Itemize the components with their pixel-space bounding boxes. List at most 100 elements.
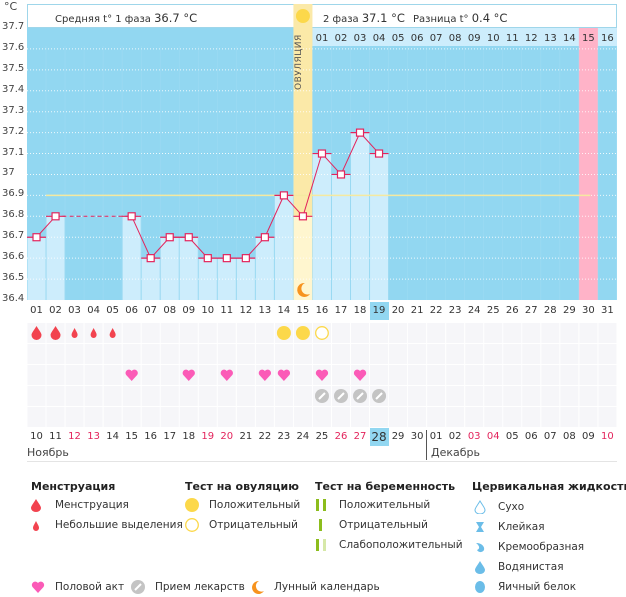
marker-cell <box>560 386 579 406</box>
marker-cell <box>331 323 351 343</box>
calendar-date[interactable]: 11 <box>49 431 62 442</box>
cycle-day-label[interactable]: 03 <box>68 305 81 316</box>
cycle-day-label[interactable]: 11 <box>220 305 234 316</box>
calendar-date[interactable]: 14 <box>106 431 119 442</box>
calendar-date[interactable]: 29 <box>391 431 405 442</box>
temperature-point <box>260 233 269 242</box>
marker-cell <box>522 323 541 343</box>
cycle-day-label[interactable]: 06 <box>125 305 138 316</box>
y-tick-label: 37.3 <box>2 104 25 116</box>
marker-cell <box>484 344 503 364</box>
legend-light-discharge: Небольшие выделения <box>31 518 183 532</box>
calendar-date[interactable]: 20 <box>220 431 234 442</box>
marker-cell <box>27 386 46 406</box>
phase2-average: 2 фаза 37.1 °C <box>323 11 405 25</box>
calendar-date[interactable]: 30 <box>410 431 424 442</box>
calendar-date[interactable]: 13 <box>87 431 100 442</box>
cycle-day-label[interactable]: 01 <box>30 305 43 316</box>
temperature-point <box>32 233 41 242</box>
cycle-day-label[interactable]: 04 <box>87 305 100 316</box>
cycle-day-label[interactable]: 30 <box>581 305 595 316</box>
marker-cell <box>293 386 312 406</box>
calendar-date[interactable]: 28 <box>369 428 389 446</box>
cycle-day-label[interactable]: 18 <box>353 305 367 316</box>
calendar-date[interactable]: 03 <box>467 431 481 442</box>
cycle-day-label[interactable]: 20 <box>391 305 405 316</box>
cycle-day-label[interactable]: 02 <box>49 305 62 316</box>
cycle-day-label[interactable]: 12 <box>239 305 253 316</box>
cycle-day-label[interactable]: 23 <box>448 305 462 316</box>
calendar-date[interactable]: 01 <box>429 431 443 442</box>
cycle-day-label[interactable]: 29 <box>562 305 576 316</box>
heart-icon <box>182 369 195 381</box>
y-tick-label: 36.4 <box>2 293 25 304</box>
calendar-date[interactable]: 10 <box>30 431 43 442</box>
cycle-day-label[interactable]: 09 <box>182 305 196 316</box>
marker-cell <box>179 323 198 343</box>
marker-cell <box>160 344 179 364</box>
calendar-date[interactable]: 18 <box>182 431 196 442</box>
calendar-date[interactable]: 10 <box>601 431 614 442</box>
bbt-chart: 01 02 03 04 05 06 07 08 09 10 11 12 13 14 15 16 <box>27 4 617 427</box>
temperature-line <box>302 153 323 217</box>
calendar-date[interactable]: 07 <box>543 431 557 442</box>
phase2-day-label: 08 <box>449 33 462 44</box>
calendar-date[interactable]: 22 <box>258 431 272 442</box>
crescent-drop-icon <box>474 540 494 554</box>
calendar-date[interactable]: 02 <box>448 431 462 442</box>
cycle-day-label[interactable]: 17 <box>334 305 348 316</box>
legend-pregnancy-weak: Слабоположительный <box>315 538 463 552</box>
marker-cell <box>351 344 370 364</box>
calendar-date[interactable]: 25 <box>315 431 329 442</box>
calendar-date[interactable]: 23 <box>277 431 291 442</box>
calendar-date[interactable]: 27 <box>353 431 367 442</box>
marker-cell <box>312 407 331 427</box>
calendar-date[interactable]: 26 <box>334 431 348 442</box>
phase2-day-label: 04 <box>373 33 386 44</box>
marker-cell <box>408 323 427 343</box>
cycle-day-label[interactable]: 31 <box>601 305 614 316</box>
cycle-day-label[interactable]: 22 <box>429 305 443 316</box>
marker-cell <box>274 344 293 364</box>
cycle-day-label[interactable]: 27 <box>524 305 538 316</box>
marker-cell <box>427 407 446 427</box>
marker-cell <box>370 365 389 385</box>
legend-ovulation-negative: Отрицательный <box>185 518 298 532</box>
calendar-date[interactable]: 15 <box>125 431 138 442</box>
marker-cell <box>160 407 179 427</box>
cycle-day-label[interactable]: 24 <box>467 305 481 316</box>
calendar-date[interactable]: 05 <box>505 431 519 442</box>
cycle-day-label[interactable]: 16 <box>315 305 329 316</box>
calendar-date[interactable]: 08 <box>562 431 576 442</box>
marker-cell <box>103 407 122 427</box>
temperature-point <box>298 212 308 221</box>
calendar-date[interactable]: 16 <box>144 431 158 442</box>
cycle-day-label[interactable]: 19 <box>369 302 389 320</box>
cycle-day-label[interactable]: 28 <box>543 305 557 316</box>
y-tick-label: 36.8 <box>2 209 25 221</box>
calendar-date[interactable]: 21 <box>239 431 253 442</box>
calendar-date[interactable]: 12 <box>68 431 81 442</box>
cycle-day-label[interactable]: 08 <box>163 305 177 316</box>
phase-summary-header: Средняя t° 1 фаза 36.7 °C 2 фаза 37.1 °C… <box>27 4 617 28</box>
phase2-day-label: 11 <box>506 33 519 44</box>
temperature-bar <box>27 237 46 300</box>
cycle-day-label[interactable]: 21 <box>410 305 424 316</box>
diff-label: Разница t° <box>413 14 469 25</box>
cycle-day-label[interactable]: 05 <box>106 305 119 316</box>
cycle-day-label[interactable]: 10 <box>201 305 215 316</box>
marker-cell <box>465 344 484 364</box>
cycle-day-label[interactable]: 14 <box>277 305 291 316</box>
calendar-date[interactable]: 09 <box>581 431 595 442</box>
cycle-day-label[interactable]: 15 <box>296 305 310 316</box>
calendar-date[interactable]: 24 <box>296 431 310 442</box>
calendar-date[interactable]: 17 <box>163 431 177 442</box>
phase2-label: 2 фаза <box>323 14 359 25</box>
cycle-day-label[interactable]: 25 <box>486 305 500 316</box>
cycle-day-label[interactable]: 26 <box>505 305 519 316</box>
cycle-day-label[interactable]: 13 <box>258 305 272 316</box>
calendar-date[interactable]: 19 <box>201 431 215 442</box>
calendar-date[interactable]: 06 <box>524 431 538 442</box>
calendar-date[interactable]: 04 <box>486 431 500 442</box>
cycle-day-label[interactable]: 07 <box>144 305 158 316</box>
